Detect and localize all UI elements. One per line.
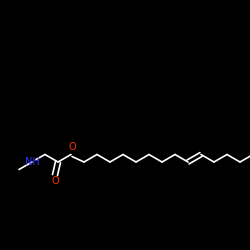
Text: NH: NH: [24, 157, 40, 167]
Text: O: O: [51, 176, 59, 186]
Text: O: O: [68, 142, 76, 152]
